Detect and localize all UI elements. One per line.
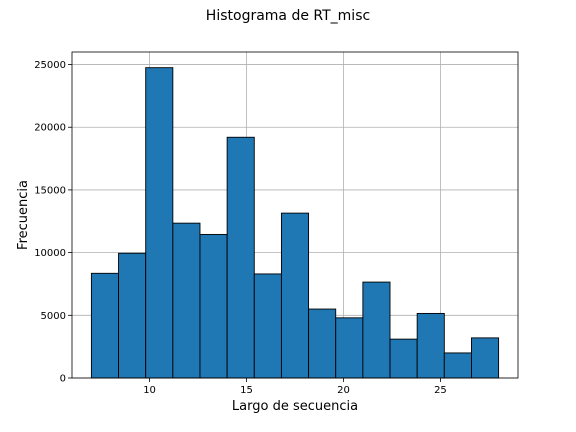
histogram-bar — [199, 233, 228, 379]
y-tick-label: 25000 — [34, 60, 66, 71]
plot-frame — [71, 51, 519, 379]
bars-layer — [90, 67, 500, 379]
histogram-bar — [226, 136, 255, 379]
histogram-bar — [335, 317, 364, 379]
histogram-bar — [253, 273, 282, 379]
y-tick-label: 20000 — [34, 123, 66, 134]
histogram-bar — [308, 308, 337, 379]
histogram-bar — [145, 67, 174, 379]
histogram-bar — [280, 212, 310, 379]
y-axis-label: Frecuencia — [16, 180, 31, 250]
ticks-layer: 10 15 20 25 0 5000 10000 15000 20000 25000 — [34, 60, 447, 396]
histogram-bar — [118, 252, 147, 379]
y-tick-label: 15000 — [34, 185, 66, 196]
histogram-bar — [389, 338, 418, 379]
x-tick-label: 20 — [337, 385, 350, 396]
x-tick-label: 25 — [434, 385, 447, 396]
histogram-bar — [471, 337, 500, 379]
histogram-bar — [443, 352, 472, 379]
histogram-bar — [416, 312, 445, 379]
histogram-bar — [362, 281, 391, 379]
x-axis-label: Largo de secuencia — [232, 399, 358, 414]
chart-title: Histograma de RT_misc — [206, 8, 370, 24]
histogram-bar — [172, 222, 201, 379]
y-tick-label: 5000 — [41, 311, 66, 322]
histogram-bar — [90, 272, 119, 379]
y-tick-label: 0 — [60, 374, 66, 385]
x-tick-label: 10 — [143, 385, 156, 396]
y-tick-label: 10000 — [34, 248, 66, 259]
x-tick-label: 15 — [240, 385, 253, 396]
